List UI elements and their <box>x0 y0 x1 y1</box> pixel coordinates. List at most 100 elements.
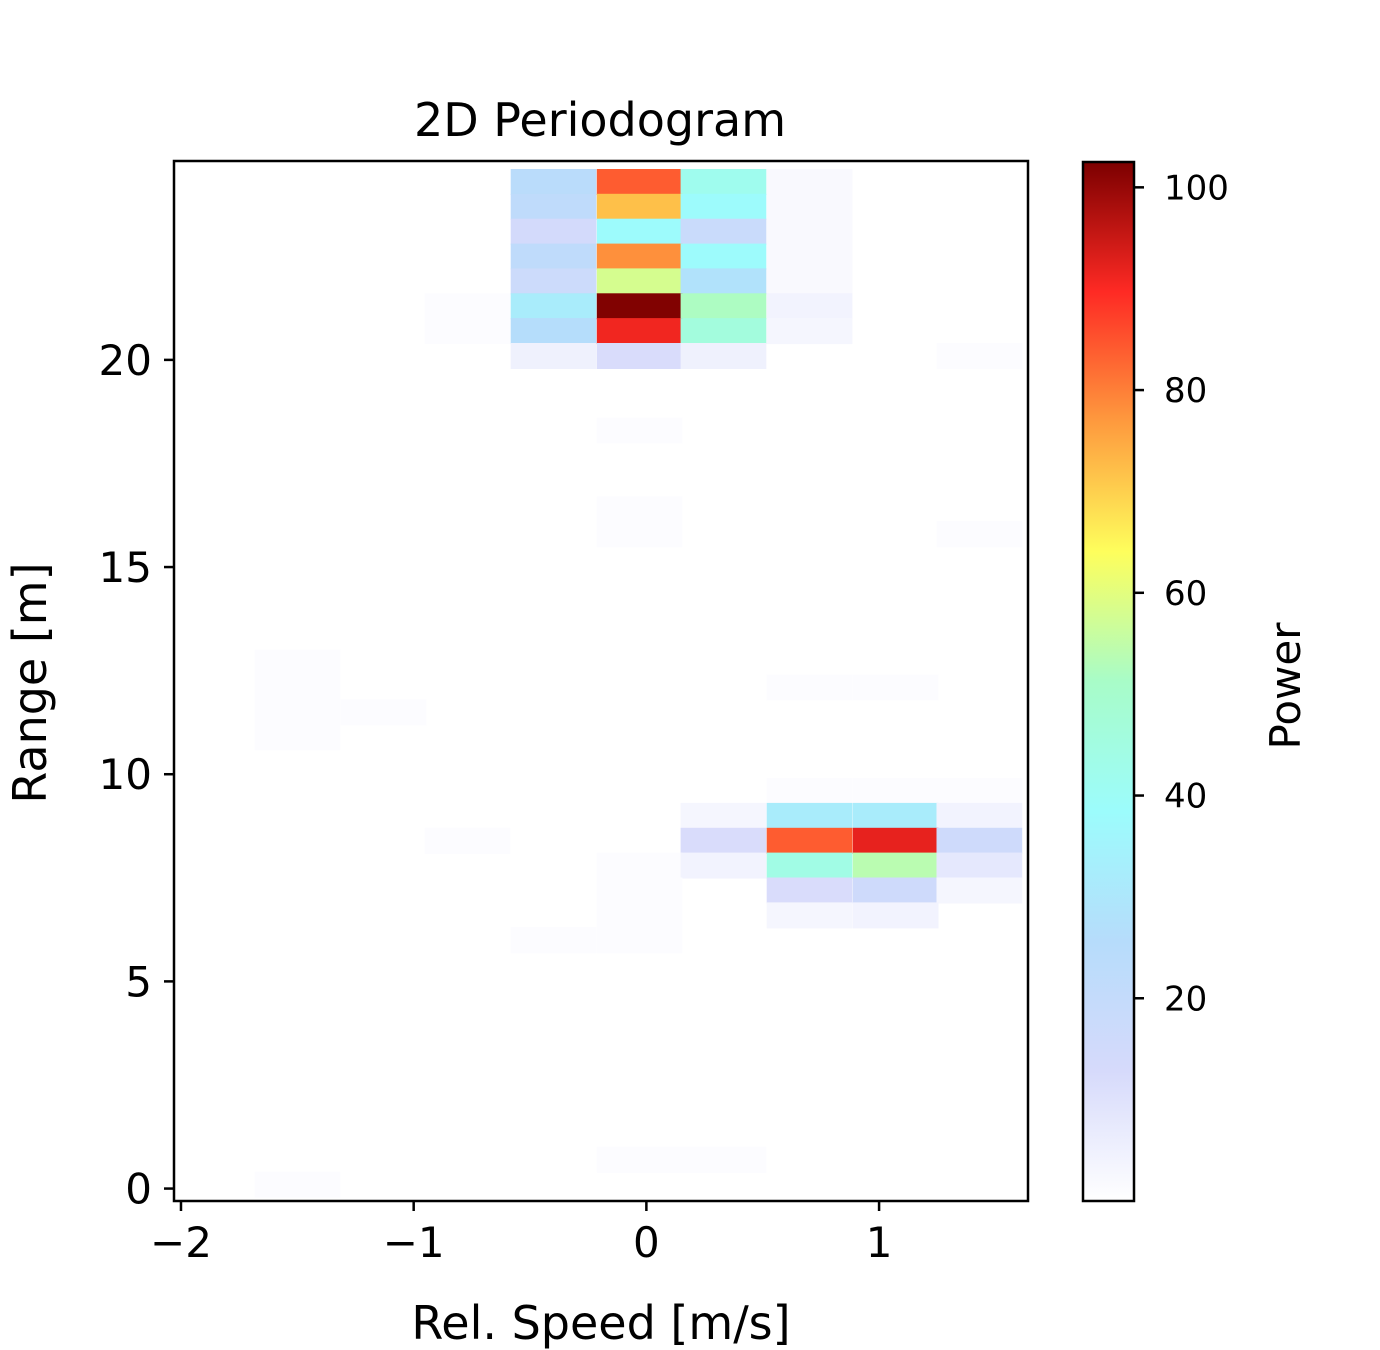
heatmap-cell <box>766 193 853 220</box>
heatmap-cell <box>254 724 341 751</box>
heatmap-cell <box>680 169 767 195</box>
heatmap-cell <box>510 193 597 220</box>
heatmap-cell <box>766 268 853 295</box>
heatmap-cell <box>680 827 767 854</box>
heatmap-cell <box>766 218 853 245</box>
heatmap-cell <box>680 343 767 369</box>
heatmap-cell <box>510 343 597 369</box>
heatmap-cell <box>852 778 939 805</box>
heatmap-cell <box>680 852 767 879</box>
heatmap-cell <box>680 243 767 270</box>
colorbar: 20 40 60 80 100 <box>1081 160 1229 1203</box>
y-tick-label: 0 <box>125 1165 152 1214</box>
heatmap-cell <box>766 877 853 904</box>
heatmap-cell <box>510 218 597 245</box>
heatmap-cell <box>596 268 683 295</box>
heatmap-cell <box>340 699 427 726</box>
heatmap-cell <box>936 852 1023 879</box>
heatmap-cell <box>852 852 939 879</box>
heatmap-cell <box>596 218 683 245</box>
heatmap-cell <box>254 649 341 676</box>
heatmap-cell <box>254 1171 341 1198</box>
y-axis-ticks: 0 5 10 15 20 <box>99 336 174 1214</box>
heatmap-cell <box>766 778 853 805</box>
heatmap-cell <box>766 802 853 829</box>
heatmap-cell <box>766 293 853 320</box>
heatmap-cell <box>424 318 511 345</box>
heatmap-cell <box>680 293 767 320</box>
heatmap-cell <box>936 521 1023 548</box>
colorbar-label: Power <box>1261 622 1310 750</box>
heatmap-cell <box>936 343 1023 369</box>
y-axis-label: Range [m] <box>3 562 57 803</box>
x-tick-label: −2 <box>150 1218 212 1267</box>
heatmap-cell <box>510 293 597 320</box>
heatmap-cell <box>510 318 597 345</box>
x-axis-ticks: −2 −1 0 1 <box>150 1201 892 1267</box>
heatmap-cell <box>596 521 683 548</box>
heatmap-cell <box>596 343 683 369</box>
heatmap-cell <box>510 927 597 954</box>
heatmap-cells <box>254 169 1023 1198</box>
heatmap-cell <box>596 417 683 444</box>
heatmap-cell <box>852 674 939 701</box>
heatmap-cell <box>510 243 597 270</box>
heatmap-cell <box>510 169 597 195</box>
x-tick-label: 0 <box>633 1218 660 1267</box>
y-tick-label: 5 <box>125 957 152 1006</box>
heatmap-cell <box>424 827 511 854</box>
heatmap-cell <box>766 318 853 345</box>
heatmap-cell <box>852 877 939 904</box>
heatmap-cell <box>766 674 853 701</box>
heatmap-cell <box>596 902 683 929</box>
heatmap-cell <box>936 778 1023 805</box>
colorbar-tick-label: 20 <box>1164 979 1207 1019</box>
heatmap-cell <box>596 318 683 345</box>
heatmap-cell <box>936 877 1023 904</box>
heatmap-cell <box>680 268 767 295</box>
heatmap-cell <box>596 169 683 195</box>
colorbar-tick-label: 100 <box>1164 168 1229 208</box>
heatmap-cell <box>596 243 683 270</box>
plot-area: −2 −1 0 1 0 5 10 15 20 <box>99 159 1030 1267</box>
heatmap-cell <box>596 927 683 954</box>
heatmap-cell <box>424 293 511 320</box>
heatmap-cell <box>510 268 597 295</box>
heatmap-cell <box>766 169 853 195</box>
plot-frame <box>172 159 1030 1203</box>
heatmap-cell <box>766 852 853 879</box>
colorbar-frame <box>1081 160 1136 1203</box>
colorbar-tick-label: 80 <box>1164 371 1207 411</box>
x-axis-label: Rel. Speed [m/s] <box>411 1296 790 1350</box>
x-tick-label: −1 <box>383 1218 445 1267</box>
heatmap-cell <box>766 243 853 270</box>
heatmap-cell <box>596 877 683 904</box>
heatmap-cell <box>680 218 767 245</box>
heatmap-cell <box>936 802 1023 829</box>
heatmap-cell <box>254 674 341 701</box>
heatmap-cell <box>680 193 767 220</box>
y-tick-label: 10 <box>99 750 152 799</box>
heatmap-cell <box>852 902 939 929</box>
heatmap-cell <box>852 827 939 854</box>
heatmap-cell <box>680 318 767 345</box>
heatmap-cell <box>852 802 939 829</box>
heatmap-cell <box>766 902 853 929</box>
heatmap-cell <box>596 852 683 879</box>
y-tick-label: 15 <box>99 543 152 592</box>
heatmap-cell <box>766 827 853 854</box>
heatmap-cell <box>254 699 341 726</box>
heatmap-cell <box>680 1146 767 1173</box>
heatmap-cell <box>936 827 1023 854</box>
x-tick-label: 1 <box>866 1218 893 1267</box>
y-tick-label: 20 <box>99 336 152 385</box>
colorbar-tick-label: 60 <box>1164 574 1207 614</box>
heatmap-cell <box>596 193 683 220</box>
colorbar-tick-label: 40 <box>1164 777 1207 817</box>
colorbar-ticks: 20 40 60 80 100 <box>1134 168 1229 1019</box>
heatmap-cell <box>680 802 767 829</box>
heatmap-cell <box>596 1146 683 1173</box>
heatmap-cell <box>596 496 683 523</box>
heatmap-cell <box>596 293 683 320</box>
